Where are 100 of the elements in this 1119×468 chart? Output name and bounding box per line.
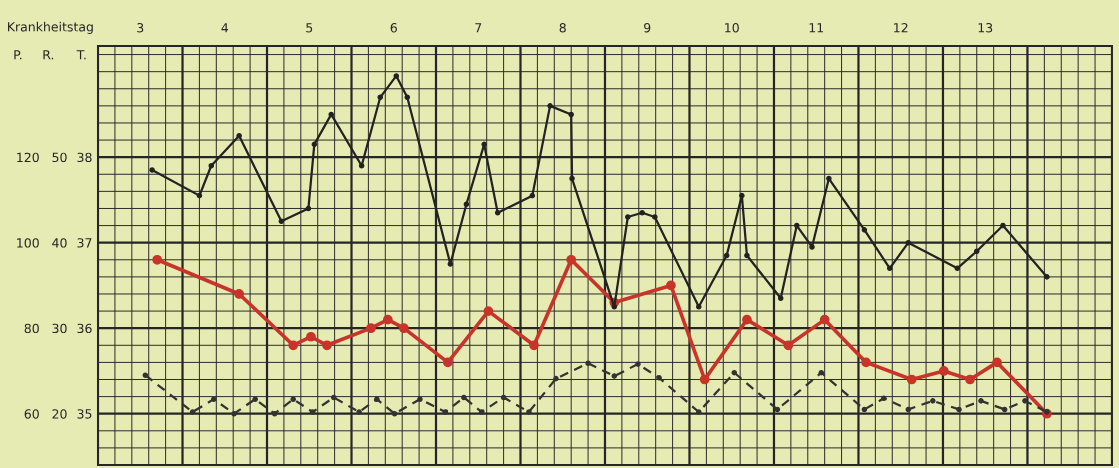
point: [152, 254, 163, 265]
point: [992, 357, 1002, 368]
point: [978, 398, 984, 404]
point: [189, 409, 196, 415]
point: [783, 340, 794, 351]
point: [818, 369, 825, 376]
point: [568, 111, 574, 118]
point: [463, 201, 470, 207]
point: [723, 252, 730, 259]
point: [566, 254, 577, 265]
point: [377, 94, 384, 101]
point: [271, 410, 278, 417]
point: [553, 375, 559, 382]
x-tick-label: 13: [978, 23, 993, 33]
point: [330, 394, 337, 401]
point: [625, 214, 631, 220]
point: [905, 406, 912, 413]
point: [196, 192, 203, 199]
point: [461, 394, 467, 401]
y-tick-label: 37: [77, 238, 92, 248]
point: [393, 73, 400, 79]
point: [652, 214, 658, 220]
y-tick-label: 35: [77, 409, 92, 419]
point: [309, 409, 316, 415]
x-tick-label: 9: [644, 23, 651, 33]
y-tick-label: 36: [77, 323, 92, 334]
point: [500, 394, 507, 401]
point: [611, 304, 618, 310]
point: [322, 340, 332, 351]
point: [252, 396, 258, 402]
point: [1000, 222, 1006, 229]
point: [585, 360, 591, 367]
point: [905, 239, 912, 246]
x-tick-label: 7: [475, 23, 482, 33]
point: [442, 357, 453, 368]
point: [861, 227, 868, 233]
point: [695, 304, 702, 310]
point: [611, 373, 618, 379]
point: [886, 265, 893, 272]
point: [777, 295, 784, 302]
x-tick-label: 3: [137, 23, 144, 33]
point: [478, 409, 485, 415]
y2-tick-label: 100: [17, 238, 39, 248]
point: [382, 314, 393, 325]
point: [965, 374, 975, 385]
point: [483, 306, 494, 316]
point: [366, 323, 376, 334]
point: [404, 94, 411, 101]
point: [956, 406, 962, 413]
point: [358, 162, 365, 169]
point: [906, 374, 917, 385]
point: [208, 162, 215, 169]
point: [311, 141, 318, 148]
point: [973, 248, 980, 255]
point: [306, 331, 316, 342]
point: [666, 280, 676, 291]
point: [442, 409, 449, 415]
point: [774, 406, 781, 413]
y3-tick-label: 30: [52, 323, 67, 334]
point: [417, 396, 423, 402]
point: [231, 410, 237, 417]
point: [742, 314, 752, 325]
y3-axis-title: R.: [43, 50, 54, 60]
point: [481, 141, 487, 148]
x-tick-label: 4: [221, 23, 229, 33]
point: [794, 222, 800, 229]
point: [744, 252, 750, 259]
point: [881, 395, 887, 402]
point: [142, 372, 149, 378]
point: [391, 410, 398, 417]
x-axis-title: Krankheitstag: [8, 21, 93, 34]
y3-tick-label: 50: [52, 152, 67, 163]
y2-tick-label: 60: [24, 409, 39, 419]
point: [547, 103, 553, 109]
point: [569, 175, 575, 182]
x-tick-label: 11: [809, 23, 824, 33]
point: [211, 396, 217, 402]
point: [278, 218, 285, 225]
point: [861, 406, 868, 413]
x-tick-label: 10: [725, 23, 739, 33]
point: [930, 398, 936, 404]
point: [1001, 406, 1008, 413]
point: [954, 265, 961, 272]
y2-tick-label: 120: [17, 152, 39, 163]
point: [1044, 274, 1050, 280]
point: [234, 289, 244, 299]
x-tick-label: 6: [390, 23, 397, 33]
y-tick-label: 38: [77, 152, 92, 163]
point: [526, 409, 532, 415]
x-tick-label: 12: [894, 23, 908, 33]
y3-tick-label: 20: [52, 409, 67, 419]
y2-tick-label: 80: [24, 323, 39, 334]
point: [826, 175, 832, 182]
point: [695, 409, 702, 415]
point: [356, 409, 362, 415]
point: [739, 192, 745, 199]
x-tick-label: 8: [559, 23, 566, 33]
point: [731, 369, 738, 376]
point: [399, 323, 409, 334]
point: [447, 261, 454, 267]
